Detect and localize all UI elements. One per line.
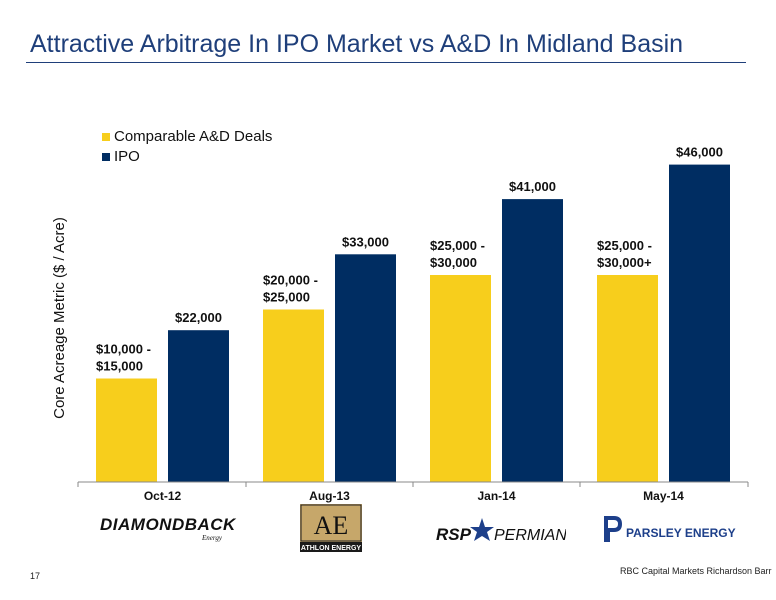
bar-ad-aug-13 — [263, 309, 324, 482]
rsp-right: PERMIAN — [494, 527, 566, 544]
bar-ad-jan-14 — [430, 275, 491, 482]
parsley-p-icon — [604, 516, 622, 542]
data-label: $41,000 — [509, 179, 556, 194]
parsley-wordmark: PARSLEY ENERGY — [626, 526, 736, 540]
rsp-permian-logo: RSP PERMIAN — [436, 512, 567, 546]
rsp-left: RSP — [436, 525, 472, 544]
bar-ipo-aug-13 — [335, 254, 396, 482]
page-number: 17 — [30, 571, 41, 581]
diamondback-logo: DIAMONDBACK Energy — [98, 512, 238, 544]
data-label: $25,000 — [263, 290, 310, 305]
athlon-logo: AE ATHLON ENERGY — [300, 504, 362, 552]
diamondback-wordmark: DIAMONDBACK — [100, 515, 237, 534]
data-label: $25,000 - — [430, 238, 485, 253]
athlon-mark: AE — [314, 511, 349, 540]
data-label: $22,000 — [175, 310, 222, 325]
slide-title: Attractive Arbitrage In IPO Market vs A&… — [30, 30, 684, 58]
x-tick-label: Jan-14 — [477, 489, 515, 503]
data-label: $30,000+ — [597, 255, 652, 270]
data-label: $30,000 — [430, 255, 477, 270]
data-label: $15,000 — [96, 359, 143, 374]
x-tick-label: May-14 — [643, 489, 684, 503]
y-axis-title: Core Acreage Metric ($ / Acre) — [51, 217, 68, 419]
data-label: $33,000 — [342, 234, 389, 249]
data-label: $10,000 - — [96, 342, 151, 357]
data-label: $25,000 - — [597, 238, 652, 253]
x-tick-label: Oct-12 — [144, 489, 182, 503]
star-icon — [470, 518, 494, 541]
bar-ipo-jan-14 — [502, 199, 563, 482]
athlon-wordmark: ATHLON ENERGY — [301, 545, 361, 552]
x-tick-label: Aug-13 — [309, 489, 350, 503]
bar-ad-oct-12 — [96, 378, 157, 482]
legend-swatch — [102, 133, 110, 141]
bar-ad-may-14 — [597, 275, 658, 482]
bar-ipo-may-14 — [669, 164, 730, 482]
legend-label: Comparable A&D Deals — [114, 128, 272, 145]
footer-source: RBC Capital Markets Richardson Barr — [620, 566, 772, 576]
bar-ipo-oct-12 — [168, 330, 229, 482]
title-rule — [26, 62, 746, 63]
parsley-logo: PARSLEY ENERGY — [598, 512, 738, 546]
diamondback-sub: Energy — [201, 534, 223, 542]
data-label: $46,000 — [676, 145, 723, 160]
legend-label: IPO — [114, 148, 140, 165]
data-label: $20,000 - — [263, 273, 318, 288]
bar-chart: $10,000 - $15,000 $20,000 - $25,000 $25,000 … — [51, 128, 749, 503]
legend-swatch — [102, 153, 110, 161]
